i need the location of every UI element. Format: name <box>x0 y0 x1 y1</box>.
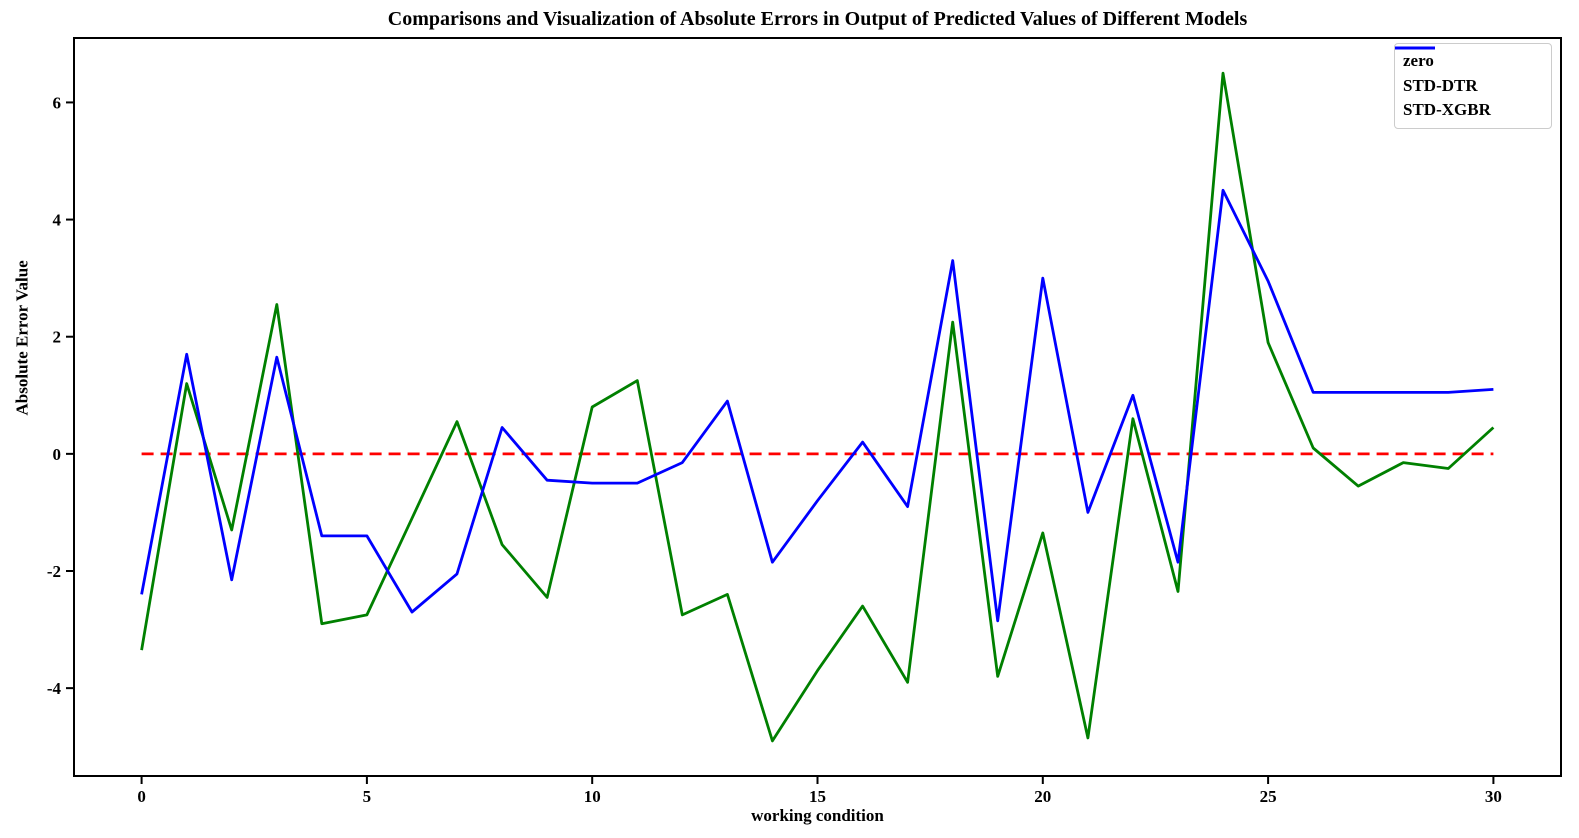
series-line-STD-DTR <box>140 71 1495 743</box>
x-tick-label: 15 <box>809 787 826 806</box>
y-tick-label: 2 <box>53 328 62 347</box>
legend-line-sample <box>1395 46 1435 50</box>
x-tick-label: 5 <box>363 787 372 806</box>
y-tick-label: -4 <box>47 679 62 698</box>
x-tick-label: 0 <box>137 787 146 806</box>
y-tick-label: 4 <box>53 211 62 230</box>
legend: zero STD-DTR STD-XGBR <box>1394 43 1552 130</box>
x-axis-label: working condition <box>751 806 884 825</box>
legend-item-zero: zero <box>1395 46 1541 71</box>
legend-item-STD-XGBR: STD-XGBR <box>1395 46 1541 120</box>
y-tick-label: 0 <box>53 445 62 464</box>
chart-title: Comparisons and Visualization of Absolut… <box>387 8 1248 30</box>
series-line-STD-XGBR <box>140 188 1494 623</box>
x-tick-label: 25 <box>1260 787 1277 806</box>
x-tick-label: 20 <box>1034 787 1051 806</box>
y-tick-label: 6 <box>53 93 62 112</box>
legend-label: STD-XGBR <box>1403 100 1491 120</box>
x-tick-label: 30 <box>1485 787 1502 806</box>
legend-item-STD-DTR: STD-DTR <box>1395 46 1541 96</box>
legend-label: STD-DTR <box>1403 75 1478 95</box>
y-axis-label: Absolute Error Value <box>12 260 32 416</box>
plot-frame <box>73 37 1562 777</box>
x-tick-label: 10 <box>584 787 601 806</box>
y-tick-label: -2 <box>47 562 61 581</box>
legend-label: zero <box>1403 51 1434 70</box>
